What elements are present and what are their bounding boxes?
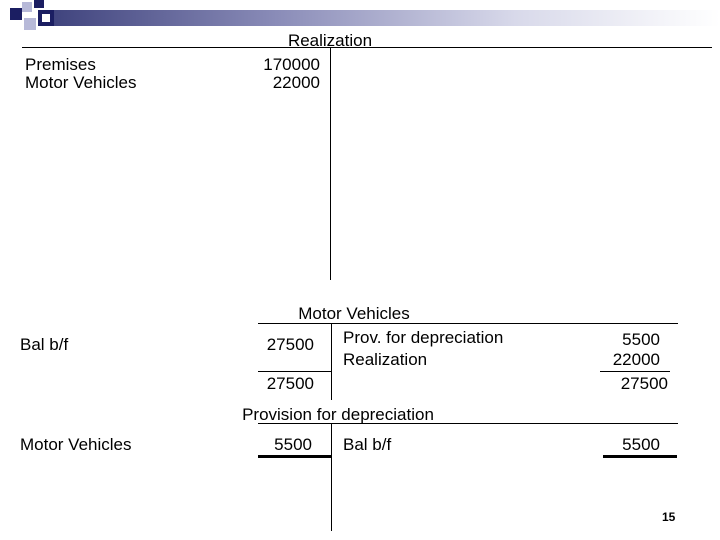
provision-credit-amount: 5500 [622,435,660,454]
mv-credit-label: Prov. for depreciation [343,328,504,347]
provision-title: Provision for depreciation [242,405,434,424]
provision-credit-label: Bal b/f [343,435,392,454]
decor-square [10,8,22,20]
mv-debit-total-rule [258,371,331,372]
header-gradient-bar [38,10,720,26]
realization-row-label: Motor Vehicles [25,73,137,92]
provision-credit-double-rule [603,455,677,458]
decor-square [34,0,44,8]
provision-center-rule [331,423,332,531]
realization-row-label: Premises [25,55,96,74]
mv-debit-total: 27500 [266,374,314,393]
realization-row-amount: 22000 [272,73,320,92]
mv-debit-label: Bal b/f [20,335,69,354]
provision-debit-amount: 5500 [274,435,312,454]
provision-debit-double-rule [258,455,331,458]
mv-credit-label: Realization [343,350,428,369]
motor-vehicles-title: Motor Vehicles [298,304,410,323]
realization-center-rule [330,47,331,280]
realization-row-amount: 170000 [263,55,320,74]
decor-square [22,2,32,12]
mv-credit-amount: 5500 [622,330,660,349]
provision-debit-label: Motor Vehicles [20,435,132,454]
mv-credit-total: 27500 [620,374,668,393]
mv-credit-amount: 22000 [612,350,660,369]
decor-square [24,18,36,30]
motor-vehicles-top-rule [258,323,678,324]
realization-top-rule [22,47,712,48]
mv-credit-total-rule [600,371,670,372]
motor-vehicles-center-rule [331,323,332,400]
page-number: 15 [662,510,676,524]
provision-top-rule [258,423,678,424]
header-decoration [0,0,720,34]
realization-title: Realization [287,31,373,50]
decor-square [42,14,50,22]
mv-debit-amount: 27500 [266,335,314,354]
